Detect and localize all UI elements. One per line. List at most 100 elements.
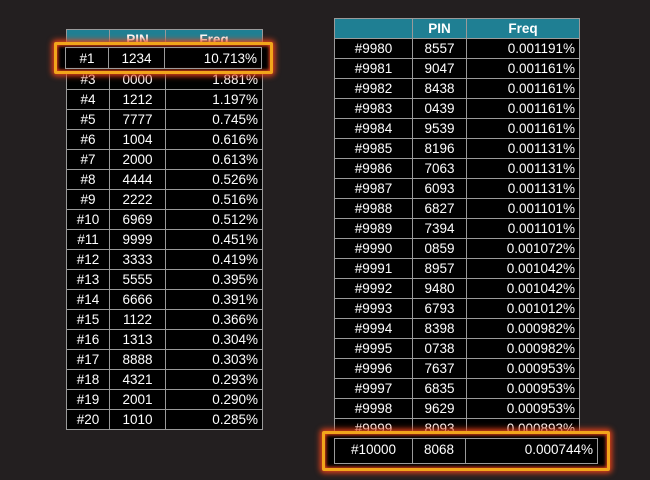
freq-cell: 0.613% (165, 149, 263, 170)
highlighted-top-row: #1 1234 10.713% (54, 42, 273, 74)
pin-cell: 2001 (109, 389, 166, 410)
pin-cell: 1122 (109, 309, 166, 330)
freq-cell: 0.451% (165, 229, 263, 250)
freq-cell: 0.001131% (466, 138, 580, 159)
table-row: #9996 7637 0.000953% (334, 358, 580, 379)
freq-cell: 0.745% (165, 109, 263, 130)
pin-cell: 6793 (412, 298, 467, 319)
rank-cell: #10 (66, 209, 110, 230)
table-row: #9981 9047 0.001161% (334, 58, 580, 79)
rank-header (334, 18, 413, 39)
freq-cell: 0.001131% (466, 178, 580, 199)
pin-cell: 8957 (412, 258, 467, 279)
pin-cell: 1212 (109, 89, 166, 110)
pin-cell: 8068 (413, 439, 466, 463)
freq-header: Freq (466, 18, 580, 39)
table-row: #9 2222 0.516% (66, 189, 263, 210)
top-pins-table: PIN Freq #211116.016%#300001.881%#412121… (66, 29, 263, 430)
rank-cell: #13 (66, 269, 110, 290)
rank-cell: #9980 (334, 38, 413, 59)
freq-cell: 0.001101% (466, 218, 580, 239)
rank-cell: #20 (66, 409, 110, 430)
rank-cell: #9989 (334, 218, 413, 239)
rank-cell: #9990 (334, 238, 413, 259)
pin-cell: 7637 (412, 358, 467, 379)
table-row: #9988 6827 0.001101% (334, 198, 580, 219)
table-row: #9998 9629 0.000953% (334, 398, 580, 419)
freq-cell: 0.516% (165, 189, 263, 210)
pin-cell: 1313 (109, 329, 166, 350)
freq-cell: 0.290% (165, 389, 263, 410)
freq-cell: 0.001161% (466, 118, 580, 139)
rank-cell: #18 (66, 369, 110, 390)
rank-cell: #11 (66, 229, 110, 250)
pin-cell: 9999 (109, 229, 166, 250)
pin-cell: 7777 (109, 109, 166, 130)
table-row: #6 1004 0.616% (66, 129, 263, 150)
table-row: #4 1212 1.197% (66, 89, 263, 110)
freq-cell: 10.713% (203, 51, 257, 66)
pin-cell: 0439 (412, 98, 467, 119)
pin-cell: 8196 (412, 138, 467, 159)
table-row: #13 5555 0.395% (66, 269, 263, 290)
table-row: #9990 0859 0.001072% (334, 238, 580, 259)
table-row: #10 6969 0.512% (66, 209, 263, 230)
pin-cell: 4444 (109, 169, 166, 190)
freq-cell: 0.303% (165, 349, 263, 370)
pin-cell: 9629 (412, 398, 467, 419)
table-row: #19 2001 0.290% (66, 389, 263, 410)
pin-cell: 8557 (412, 38, 467, 59)
freq-cell: 0.285% (165, 409, 263, 430)
rank-cell: #9998 (334, 398, 413, 419)
rank-cell: #9 (66, 189, 110, 210)
freq-cell: 0.293% (165, 369, 263, 390)
freq-cell: 0.512% (165, 209, 263, 230)
pin-cell: 6835 (412, 378, 467, 399)
table-header-row: PIN Freq (334, 18, 580, 39)
table-row: #14 6666 0.391% (66, 289, 263, 310)
rank-cell: #9987 (334, 178, 413, 199)
pin-cell: 9480 (412, 278, 467, 299)
rank-cell: #10000 (335, 439, 413, 463)
freq-cell: 0.391% (165, 289, 263, 310)
rank-cell: #8 (66, 169, 110, 190)
table-row: #9985 8196 0.001131% (334, 138, 580, 159)
pin-cell: 3333 (109, 249, 166, 270)
table-row: #16 1313 0.304% (66, 329, 263, 350)
pin-cell: 1010 (109, 409, 166, 430)
freq-cell: 0.001072% (466, 238, 580, 259)
freq-cell: 0.000982% (466, 318, 580, 339)
freq-cell: 0.395% (165, 269, 263, 290)
pin-cell: 6969 (109, 209, 166, 230)
table-row: #9994 8398 0.000982% (334, 318, 580, 339)
pin-cell: 6827 (412, 198, 467, 219)
freq-cell: 0.000982% (466, 338, 580, 359)
rank-cell: #9991 (334, 258, 413, 279)
freq-cell: 1.197% (165, 89, 263, 110)
table-row: #5 7777 0.745% (66, 109, 263, 130)
table-row: #9984 9539 0.001161% (334, 118, 580, 139)
pin-cell: 2000 (109, 149, 166, 170)
rank-cell: #9995 (334, 338, 413, 359)
rank-cell: #9981 (334, 58, 413, 79)
pin-cell: 7063 (412, 158, 467, 179)
freq-cell: 0.616% (165, 129, 263, 150)
rank-cell: #19 (66, 389, 110, 410)
pin-cell: 5555 (109, 269, 166, 290)
table-row: #9995 0738 0.000982% (334, 338, 580, 359)
table-row: #9987 6093 0.001131% (334, 178, 580, 199)
freq-cell: 0.001042% (466, 278, 580, 299)
rank-cell: #15 (66, 309, 110, 330)
rank-cell: #9997 (334, 378, 413, 399)
freq-cell: 0.001101% (466, 198, 580, 219)
rank-cell: #17 (66, 349, 110, 370)
rank-cell: #14 (66, 289, 110, 310)
freq-cell: 0.001161% (466, 78, 580, 99)
freq-cell: 0.001012% (466, 298, 580, 319)
pin-cell: 1234 (109, 48, 165, 68)
freq-cell: 0.526% (165, 169, 263, 190)
pin-cell: 0859 (412, 238, 467, 259)
freq-cell: 1.881% (165, 69, 263, 90)
rank-cell: #4 (66, 89, 110, 110)
pin-cell: 4321 (109, 369, 166, 390)
